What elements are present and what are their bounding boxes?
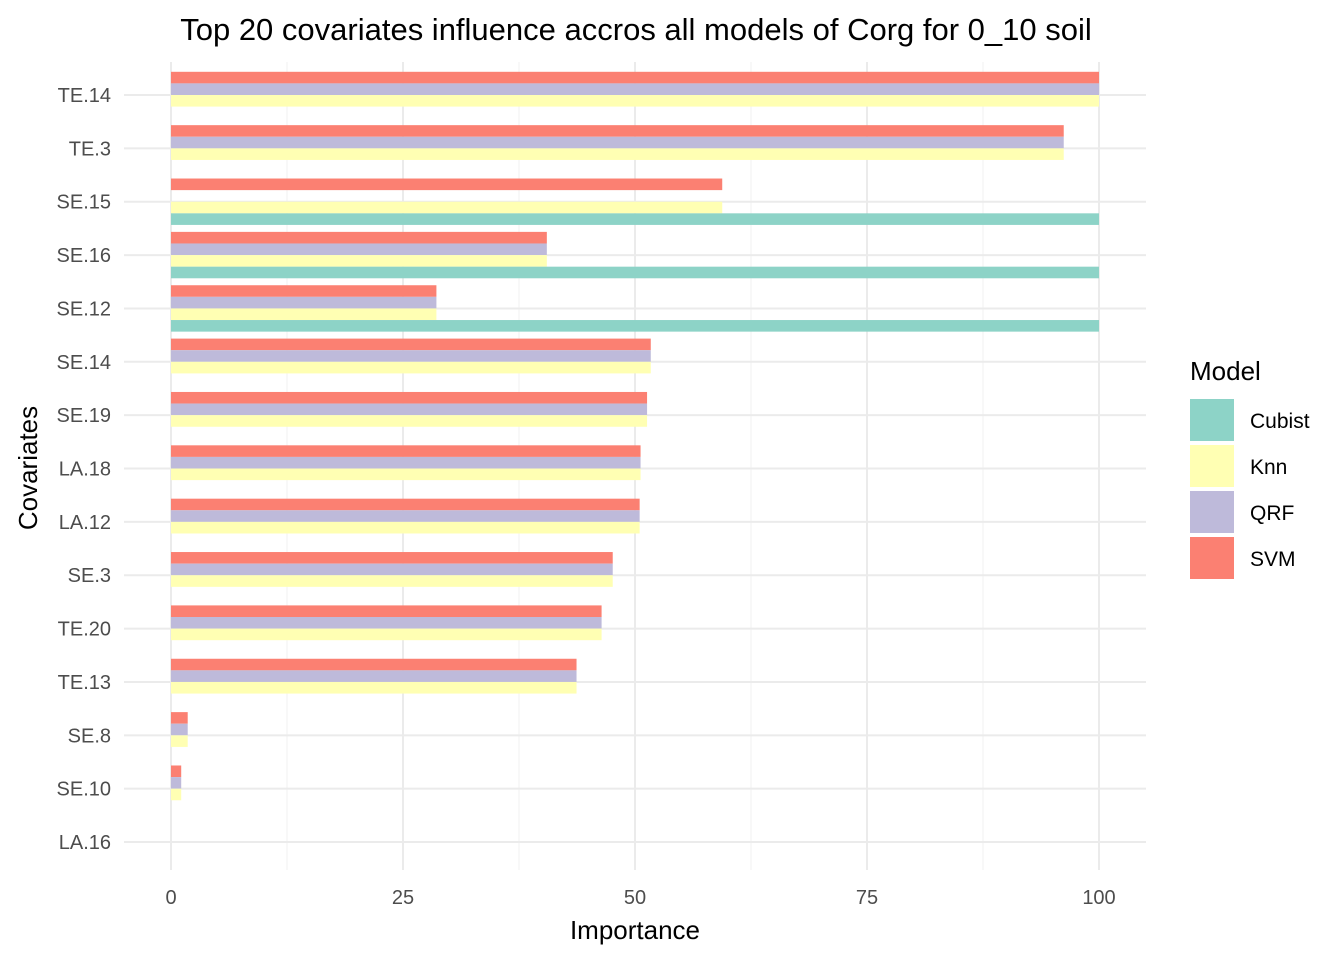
bar-svm-se-15	[171, 178, 723, 191]
legend-label-svm: SVM	[1250, 548, 1296, 571]
y-tick-label: TE.14	[58, 85, 111, 107]
bar-svm-se-14	[171, 338, 651, 351]
y-axis-title: Covariates	[13, 406, 43, 530]
legend-label-qrf: QRF	[1250, 502, 1294, 525]
legend-label-cubist: Cubist	[1250, 410, 1310, 433]
y-axis-tick-labels: TE.14 TE.3 SE.15 SE.16 SE.12 SE.14 SE.19 LA.18 L…	[57, 85, 111, 854]
bar-knn-te-3	[171, 148, 1064, 160]
x-axis-title: Importance	[570, 915, 700, 945]
y-tick-label: SE.10	[57, 779, 111, 801]
bar-qrf-te-14	[171, 83, 1099, 95]
y-tick-label: SE.16	[57, 245, 111, 267]
y-tick-label: SE.14	[57, 352, 111, 374]
bar-svm-te-20	[171, 605, 602, 617]
legend-key-qrf	[1190, 491, 1234, 533]
bar-qrf-se-8	[171, 723, 188, 736]
x-tick-label: 50	[624, 887, 646, 909]
y-tick-label: TE.3	[69, 138, 111, 160]
legend-key-svm	[1190, 537, 1234, 579]
y-tick-label: SE.12	[57, 298, 111, 320]
bar-knn-se-10	[171, 788, 182, 801]
bar-qrf-se-12	[171, 296, 437, 309]
bar-qrf-se-14	[171, 350, 651, 362]
bar-qrf-te-13	[171, 670, 577, 682]
bar-cubist-se-16	[171, 266, 1099, 279]
bars	[171, 71, 1099, 801]
x-tick-label: 0	[165, 887, 176, 909]
y-tick-label: SE.8	[68, 725, 111, 747]
x-tick-label: 100	[1082, 887, 1115, 909]
bar-cubist-se-12	[171, 320, 1099, 332]
legend: Model Cubist Knn QRF SVM	[1190, 356, 1310, 579]
bar-knn-se-16	[171, 255, 547, 267]
bar-qrf-la-12	[171, 510, 640, 522]
bar-svm-se-12	[171, 285, 437, 297]
bar-knn-se-15	[171, 201, 723, 214]
bar-svm-se-16	[171, 231, 547, 244]
bar-qrf-la-18	[171, 456, 641, 469]
bar-svm-se-8	[171, 712, 188, 724]
bar-cubist-se-15	[171, 213, 1099, 225]
bar-knn-se-12	[171, 308, 437, 321]
bar-qrf-te-20	[171, 617, 602, 629]
bar-knn-te-13	[171, 681, 577, 694]
y-tick-label: LA.16	[59, 832, 111, 854]
bar-svm-te-14	[171, 71, 1099, 84]
bar-qrf-se-3	[171, 563, 613, 576]
y-tick-label: SE.3	[68, 565, 111, 587]
bar-qrf-se-16	[171, 243, 547, 256]
bar-qrf-se-10	[171, 777, 182, 789]
bar-svm-la-18	[171, 445, 641, 457]
bar-svm-se-3	[171, 552, 613, 564]
bar-svm-te-13	[171, 658, 577, 671]
legend-key-cubist	[1190, 399, 1234, 441]
bar-knn-te-20	[171, 628, 602, 641]
bar-knn-se-19	[171, 415, 648, 427]
x-tick-label: 25	[392, 887, 414, 909]
x-tick-label: 75	[856, 887, 878, 909]
bar-svm-te-3	[171, 125, 1064, 137]
bar-qrf-se-19	[171, 403, 648, 416]
y-tick-label: LA.18	[59, 459, 111, 481]
bar-knn-se-14	[171, 361, 651, 374]
bar-knn-se-3	[171, 575, 613, 587]
x-axis-tick-labels: 0 25 50 75 100	[165, 887, 1115, 909]
bar-knn-te-14	[171, 95, 1099, 107]
legend-label-knn: Knn	[1250, 456, 1287, 479]
bar-knn-la-18	[171, 468, 641, 481]
y-tick-label: SE.15	[57, 192, 111, 214]
y-tick-label: TE.20	[58, 619, 111, 641]
y-tick-label: LA.12	[59, 512, 111, 534]
bar-svm-la-12	[171, 498, 640, 511]
chart-title: Top 20 covariates influence accros all m…	[180, 12, 1092, 47]
bar-svm-se-10	[171, 765, 182, 778]
y-tick-label: TE.13	[58, 672, 111, 694]
legend-title: Model	[1190, 356, 1261, 386]
y-tick-label: SE.19	[57, 405, 111, 427]
bar-svm-se-19	[171, 391, 648, 404]
bar-knn-la-12	[171, 521, 640, 534]
legend-key-knn	[1190, 445, 1234, 487]
bar-knn-se-8	[171, 735, 188, 747]
bar-qrf-te-3	[171, 136, 1064, 149]
